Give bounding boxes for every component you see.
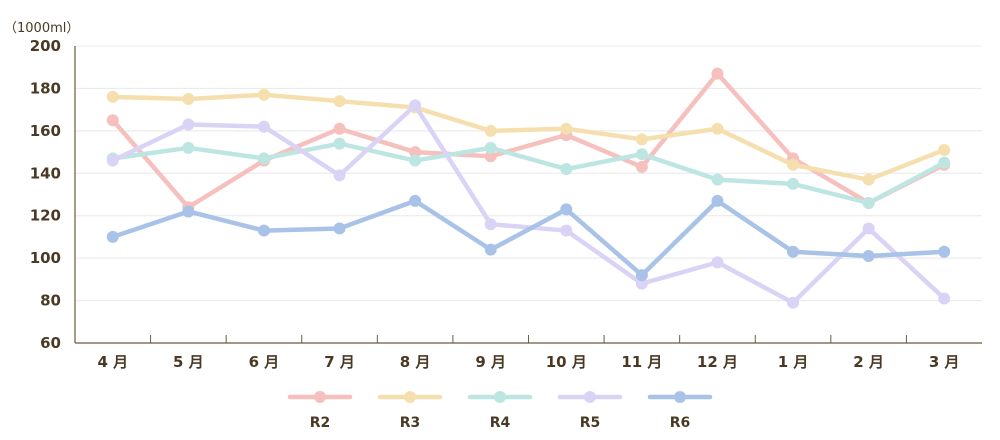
axes: 60 80 100 120 140 160 180 200 4 月 5 月 6 月 7 月 8 月 9 月… (30, 37, 982, 371)
x-tick-label: 5 月 (173, 353, 204, 371)
y-tick-label: 80 (40, 292, 61, 310)
legend-label: R6 (670, 415, 691, 431)
data-point (711, 67, 724, 80)
data-point (484, 150, 497, 163)
data-point (560, 224, 573, 237)
data-point (257, 88, 270, 101)
x-tick-label: 8 月 (400, 353, 431, 371)
data-point (257, 224, 270, 237)
legend-swatch-marker (584, 391, 596, 403)
y-tick-label: 200 (30, 37, 61, 55)
data-point (182, 118, 195, 131)
data-point (938, 245, 951, 258)
y-tick-label: 60 (40, 334, 61, 352)
data-point (711, 194, 724, 207)
series-line (110, 141, 947, 206)
data-point (862, 173, 875, 186)
data-point (787, 158, 800, 171)
data-point (333, 122, 346, 135)
legend: R2 R3 R4 R5 R6 (287, 391, 713, 431)
data-point (106, 154, 119, 167)
data-point (862, 196, 875, 209)
data-point (333, 137, 346, 150)
data-point (711, 173, 724, 186)
data-point (484, 141, 497, 154)
y-axis-unit-label: （1000ml） (4, 21, 79, 36)
x-tick-label: 11 月 (621, 353, 662, 371)
data-point (409, 99, 422, 112)
data-point (560, 122, 573, 135)
data-point (409, 154, 422, 167)
y-tick-label: 180 (30, 79, 61, 97)
data-point (711, 122, 724, 135)
x-tick-label: 12 月 (697, 353, 738, 371)
series-line (110, 92, 947, 182)
data-point (409, 194, 422, 207)
data-point (635, 277, 648, 290)
data-point (938, 156, 951, 169)
data-point (938, 143, 951, 156)
x-tick-label: 1 月 (778, 353, 809, 371)
data-point (862, 222, 875, 235)
data-point (938, 292, 951, 305)
data-point (560, 163, 573, 176)
data-point (484, 243, 497, 256)
legend-label: R5 (580, 415, 601, 431)
data-point (787, 245, 800, 258)
series-R6 (106, 194, 951, 282)
x-tick-label: 4 月 (97, 353, 128, 371)
data-point (333, 169, 346, 182)
data-point (106, 230, 119, 243)
y-tick-label: 140 (30, 164, 61, 182)
data-point (635, 160, 648, 173)
x-tick-label: 9 月 (475, 353, 506, 371)
data-point (257, 152, 270, 165)
legend-item: R3 (377, 391, 443, 431)
legend-item: R5 (557, 391, 623, 431)
x-tick-label: 6 月 (249, 353, 280, 371)
data-point (106, 90, 119, 103)
legend-label: R3 (400, 415, 421, 431)
data-point (182, 205, 195, 218)
x-tick-label: 2 月 (853, 353, 884, 371)
legend-item: R2 (287, 391, 353, 431)
series-layer (106, 67, 951, 309)
series-line (110, 103, 947, 305)
series-line (110, 71, 947, 210)
y-tick-label: 100 (30, 249, 61, 267)
legend-swatch-marker (314, 391, 326, 403)
data-point (787, 177, 800, 190)
x-tick-label: 10 月 (546, 353, 587, 371)
legend-swatch-marker (404, 391, 416, 403)
data-point (862, 250, 875, 263)
data-point (484, 218, 497, 231)
data-point (635, 133, 648, 146)
x-tick-label: 7 月 (324, 353, 355, 371)
data-point (560, 203, 573, 216)
data-point (182, 141, 195, 154)
legend-swatch-marker (494, 391, 506, 403)
legend-item: R6 (647, 391, 713, 431)
series-line (110, 198, 947, 278)
y-tick-label: 120 (30, 207, 61, 225)
data-point (711, 256, 724, 269)
data-point (484, 124, 497, 137)
series-R3 (106, 88, 951, 186)
data-point (635, 148, 648, 161)
data-point (635, 269, 648, 282)
data-point (787, 296, 800, 309)
data-point (409, 146, 422, 159)
data-point (106, 114, 119, 127)
legend-label: R4 (490, 415, 511, 431)
data-point (182, 93, 195, 106)
legend-label: R2 (310, 415, 331, 431)
y-tick-label: 160 (30, 122, 61, 140)
data-point (333, 222, 346, 235)
legend-item: R4 (467, 391, 533, 431)
data-point (257, 120, 270, 133)
x-tick-label: 3 月 (929, 353, 960, 371)
data-point (333, 95, 346, 108)
legend-swatch-marker (674, 391, 686, 403)
